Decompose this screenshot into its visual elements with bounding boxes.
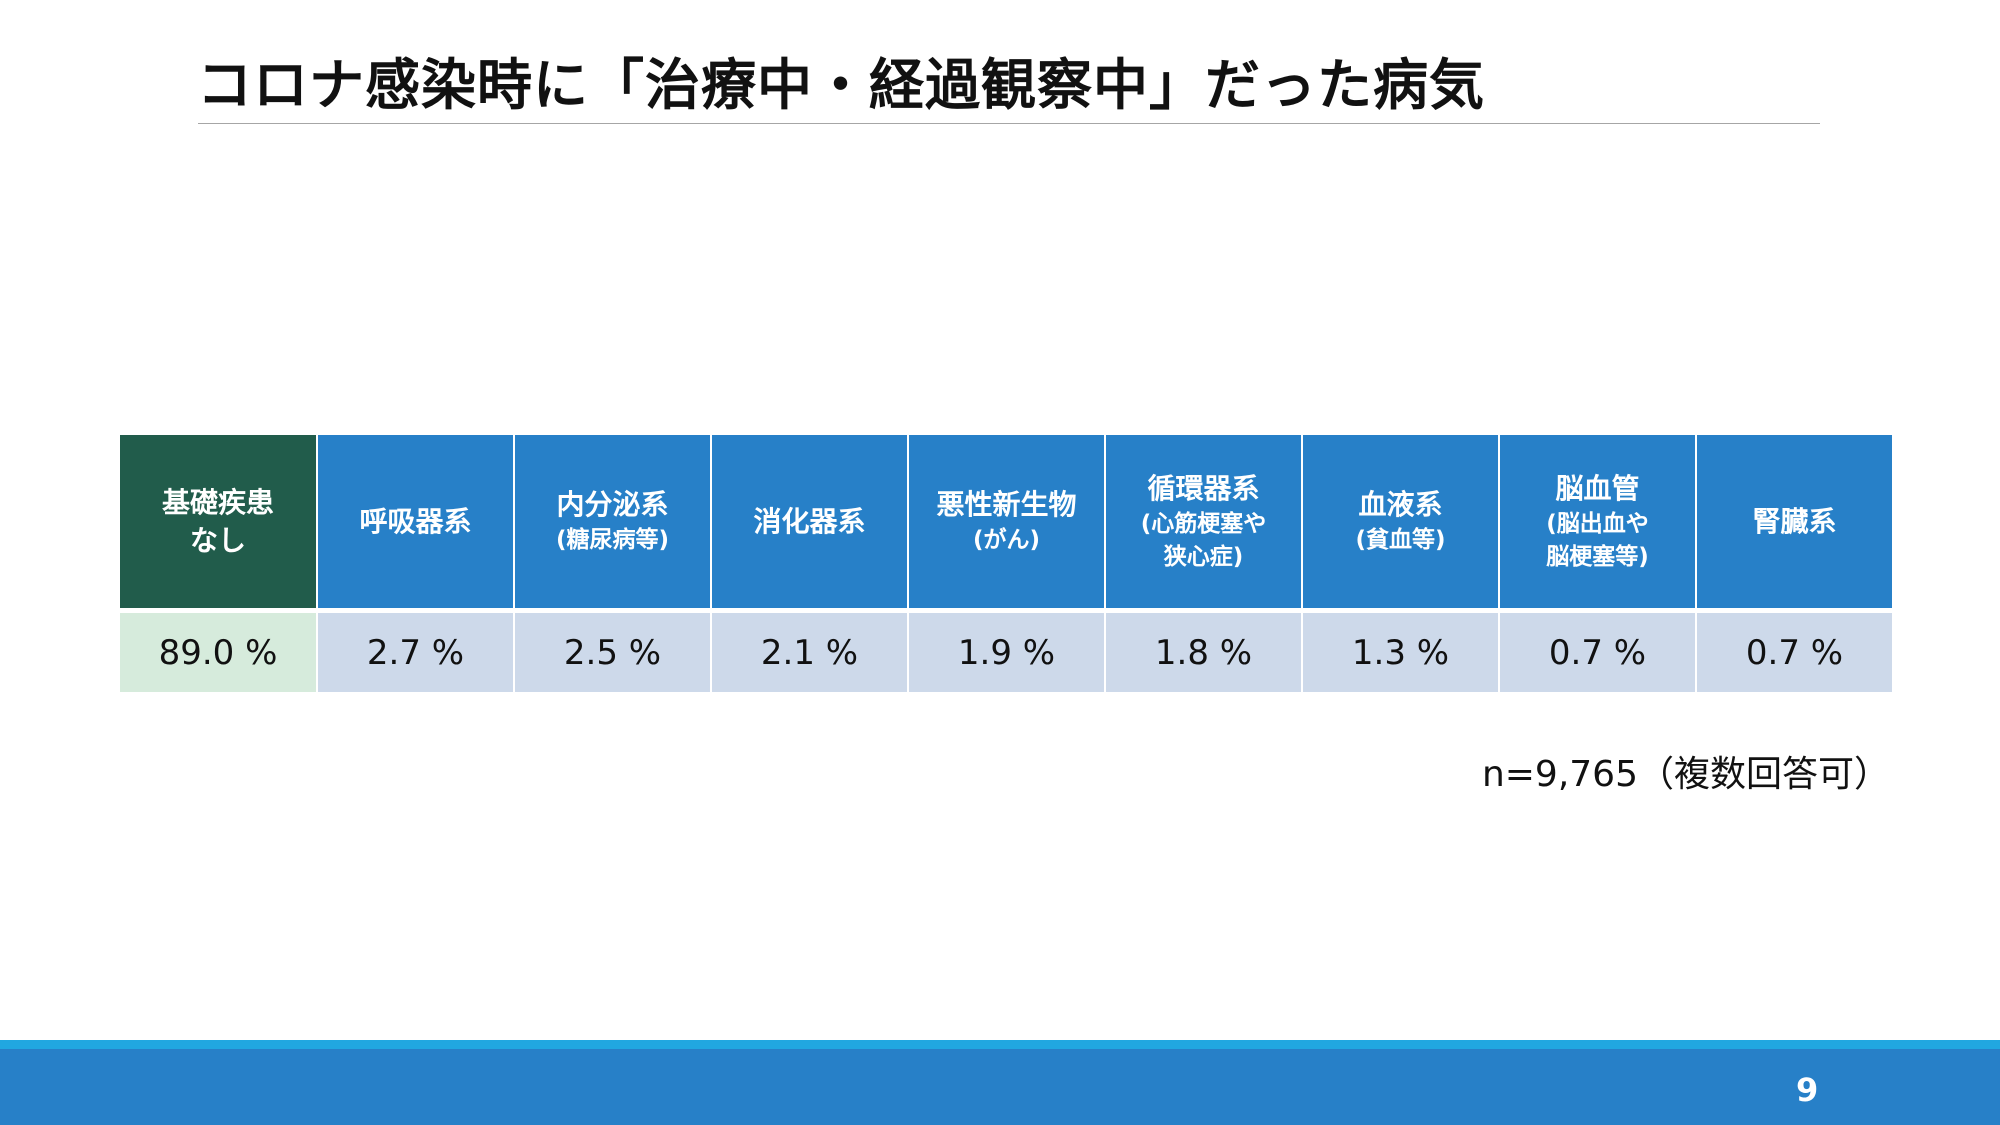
slide-title: コロナ感染時に「治療中・経過観察中」だった病気	[197, 53, 1486, 117]
header-label: 悪性新生物	[936, 488, 1077, 521]
value-cell-digestive: 2.1 %	[712, 613, 907, 692]
sample-size-note: n=9,765（複数回答可）	[1481, 754, 1890, 795]
header-sublabel: (脳出血や 脳梗塞等)	[1546, 510, 1649, 570]
value-cell-endocrine: 2.5 %	[515, 613, 710, 692]
value-cell-neoplasm: 1.9 %	[909, 613, 1104, 692]
disease-table: 基礎疾患 なし 呼吸器系 内分泌系 (糖尿病等) 消化器系 悪性新生物 (がん)…	[120, 435, 1892, 692]
header-cell-kidney: 腎臓系	[1697, 435, 1892, 608]
header-label: 循環器系	[1147, 471, 1260, 505]
header-label: 消化器系	[753, 504, 866, 538]
header-cell-cerebrovascular: 脳血管 (脳出血や 脳梗塞等)	[1500, 435, 1695, 608]
header-label: 基礎疾患 なし	[161, 485, 274, 557]
value-cell-blood: 1.3 %	[1303, 613, 1498, 692]
footer-bar	[0, 1049, 2000, 1125]
header-cell-respiratory: 呼吸器系	[318, 435, 513, 608]
value-cell-kidney: 0.7 %	[1697, 613, 1892, 692]
header-cell-blood: 血液系 (貧血等)	[1303, 435, 1498, 608]
header-label: 脳血管	[1555, 471, 1640, 505]
footer-accent-stripe	[0, 1040, 2000, 1049]
header-sublabel: (貧血等)	[1355, 527, 1446, 553]
value-cell-respiratory: 2.7 %	[318, 613, 513, 692]
header-label: 血液系	[1358, 488, 1443, 521]
header-cell-endocrine: 内分泌系 (糖尿病等)	[515, 435, 710, 608]
value-cell-no-underlying-disease: 89.0 %	[120, 613, 316, 692]
header-label: 腎臓系	[1752, 504, 1837, 538]
title-divider	[198, 123, 1820, 124]
header-sublabel: (がん)	[972, 527, 1041, 553]
header-sublabel: (心筋梗塞や 狭心症)	[1140, 510, 1267, 570]
header-cell-circulatory: 循環器系 (心筋梗塞や 狭心症)	[1106, 435, 1301, 608]
value-cell-circulatory: 1.8 %	[1106, 613, 1301, 692]
header-label: 内分泌系	[556, 488, 669, 521]
header-cell-digestive: 消化器系	[712, 435, 907, 608]
value-cell-cerebrovascular: 0.7 %	[1500, 613, 1695, 692]
header-sublabel: (糖尿病等)	[555, 527, 670, 553]
page-number: 9	[1796, 1071, 1819, 1109]
header-cell-neoplasm: 悪性新生物 (がん)	[909, 435, 1104, 608]
header-cell-no-underlying-disease: 基礎疾患 なし	[120, 435, 316, 608]
header-label: 呼吸器系	[359, 504, 472, 538]
